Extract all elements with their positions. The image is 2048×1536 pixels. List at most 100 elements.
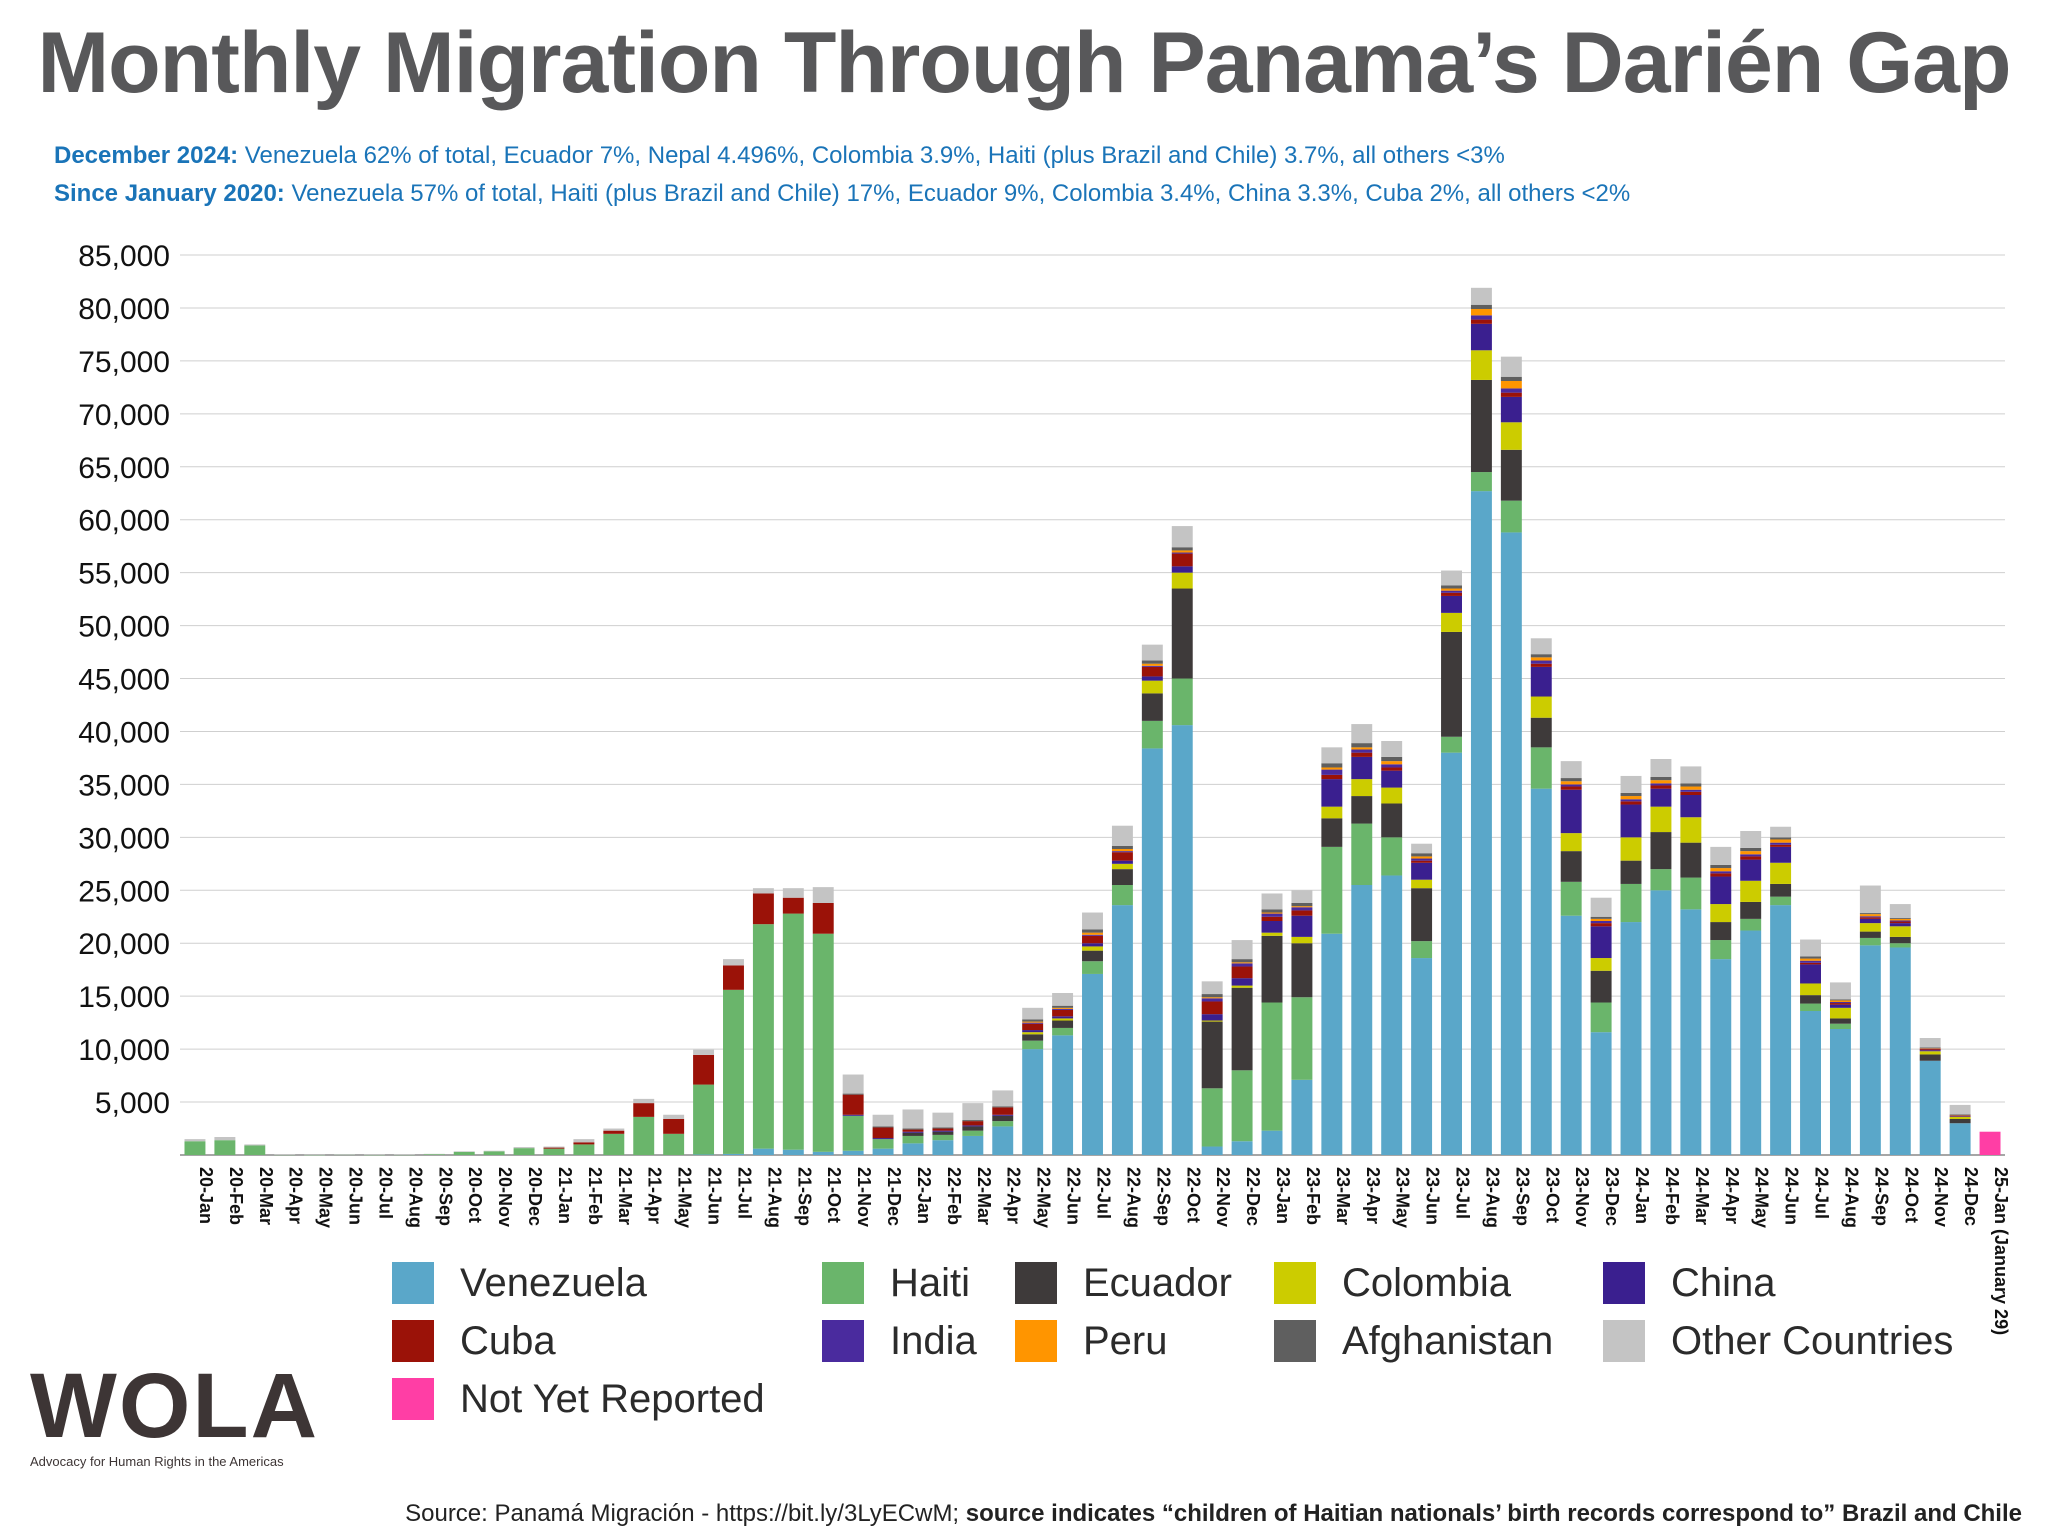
bar-segment-china <box>1351 756 1373 780</box>
bar-segment-ecuador <box>1620 860 1642 884</box>
bar-segment-india <box>1381 764 1403 768</box>
bar-segment-china <box>1680 795 1702 818</box>
bar-segment-other-countries <box>393 1154 415 1155</box>
bar-segment-china <box>962 1125 984 1127</box>
bar-segment-china <box>1022 1030 1044 1033</box>
bar-segment-cuba <box>633 1103 655 1117</box>
bar-segment-peru <box>1321 767 1343 770</box>
y-tick-label: 20,000 <box>78 928 170 961</box>
bar-segment-cuba <box>1052 1009 1074 1017</box>
bar-segment-colombia <box>1650 806 1672 833</box>
bar-segment-haiti <box>1291 997 1313 1080</box>
x-tick-label: 23-May <box>1393 1167 1413 1228</box>
bar-segment-other-countries <box>1141 644 1163 661</box>
x-tick-label: 24-Oct <box>1901 1167 1921 1223</box>
bar-segment-haiti <box>1800 1003 1821 1011</box>
bar-segment-china <box>1052 1016 1074 1019</box>
bar-segment-india <box>1530 660 1552 664</box>
x-tick-label: 22-Jan <box>914 1167 934 1224</box>
bar-segment-afghanistan <box>1919 1047 1941 1049</box>
bar-segment-other-countries <box>483 1150 505 1152</box>
bar-segment-colombia <box>1470 350 1492 380</box>
bar-segment-other-countries <box>872 1114 894 1127</box>
bar-segment-cuba <box>603 1130 625 1134</box>
bar-segment-colombia <box>1680 817 1702 843</box>
bar-segment-ecuador <box>1829 1018 1851 1024</box>
bar-segment-venezuela <box>962 1135 984 1155</box>
bar-segment-china <box>1231 978 1253 986</box>
bar-segment-china <box>902 1131 924 1133</box>
y-tick-label: 15,000 <box>78 981 170 1014</box>
bar-segment-cuba <box>842 1094 864 1115</box>
bar-segment-colombia <box>1411 879 1433 889</box>
bar-segment-afghanistan <box>1022 1019 1044 1022</box>
bar-segment-afghanistan <box>1800 956 1821 959</box>
bar-segment-peru <box>1919 1048 1941 1049</box>
x-tick-label: 21-Oct <box>824 1167 844 1223</box>
bar-segment-china <box>1919 1050 1941 1052</box>
bar-segment-china <box>1441 595 1462 613</box>
bar-segment-venezuela <box>1710 959 1732 1155</box>
bar-segment-colombia <box>1560 833 1582 852</box>
y-tick-label: 45,000 <box>78 664 170 697</box>
bar-segment-other-countries <box>663 1114 685 1119</box>
bar-segment-haiti <box>872 1139 894 1149</box>
bar-segment-other-countries <box>1411 843 1433 854</box>
x-tick-label: 22-Mar <box>974 1167 994 1225</box>
bar-segment-afghanistan <box>1620 792 1642 797</box>
bar-segment-other-countries <box>1560 761 1582 779</box>
bar-segment-haiti <box>244 1145 266 1155</box>
bar-segment-venezuela <box>1829 1029 1851 1155</box>
x-tick-label: 24-Jun <box>1782 1167 1802 1225</box>
x-tick-label: 20-Sep <box>435 1167 455 1226</box>
bar-segment-venezuela <box>1082 973 1103 1155</box>
bar-segment-haiti <box>1710 940 1732 960</box>
bar-segment-colombia <box>1889 926 1911 937</box>
source-bold-note: source indicates “children of Haitian na… <box>965 1500 2022 1527</box>
x-tick-label: 21-Jan <box>555 1167 575 1224</box>
bar-segment-china <box>1740 859 1762 881</box>
bar-segment-colombia <box>1082 946 1103 951</box>
x-tick-label: 24-Feb <box>1662 1167 1682 1225</box>
bar-segment-haiti <box>1500 500 1522 533</box>
bar-segment-india <box>1500 388 1522 393</box>
bar-segment-peru <box>1022 1021 1044 1023</box>
y-tick-label: 40,000 <box>78 716 170 749</box>
bar-segment-china <box>1829 1004 1851 1008</box>
bar-segment-india <box>1740 854 1762 857</box>
bar-segment-india <box>1261 913 1283 917</box>
x-tick-label: 22-Aug <box>1123 1167 1143 1228</box>
bar-segment-colombia <box>1949 1116 1971 1119</box>
bar-segment-venezuela <box>1650 890 1672 1155</box>
bar-segment-haiti <box>1381 837 1403 876</box>
bar-segment-venezuela <box>1381 875 1403 1155</box>
bar-segment-colombia <box>1710 904 1732 923</box>
bar-segment-other-countries <box>1500 356 1522 377</box>
bar-segment-haiti <box>782 913 804 1150</box>
bar-segment-china <box>1859 918 1881 924</box>
bar-segment-cuba <box>1381 767 1403 771</box>
x-tick-label: 24-Apr <box>1722 1167 1742 1224</box>
bar-segment-peru <box>1710 868 1732 872</box>
bar-segment-peru <box>1800 958 1821 961</box>
bar-segment-afghanistan <box>1261 909 1283 913</box>
logo-wordmark: WOLA <box>30 1355 320 1457</box>
bar-segment-china <box>1411 862 1433 880</box>
y-tick-label: 10,000 <box>78 1034 170 1067</box>
x-tick-label: 23-Nov <box>1572 1167 1592 1227</box>
bar-segment-ecuador <box>1859 931 1881 938</box>
bar-segment-ecuador <box>992 1115 1014 1122</box>
bar-segment-afghanistan <box>1889 917 1911 919</box>
bar-segment-colombia <box>1321 806 1343 819</box>
x-tick-label: 23-Mar <box>1333 1167 1353 1225</box>
bar-segment-haiti <box>573 1144 595 1155</box>
bar-segment-other-countries <box>1829 982 1851 1000</box>
bar-segment-cuba <box>1560 786 1582 790</box>
bar-segment-colombia <box>1620 837 1642 861</box>
x-tick-label: 21-Feb <box>585 1167 605 1225</box>
bar-segment-cuba <box>1500 392 1522 397</box>
bar-segment-china <box>1291 915 1313 937</box>
bar-segment-other-countries <box>1949 1104 1971 1115</box>
bar-segment-china <box>872 1138 894 1140</box>
bar-segment-afghanistan <box>1770 837 1792 840</box>
